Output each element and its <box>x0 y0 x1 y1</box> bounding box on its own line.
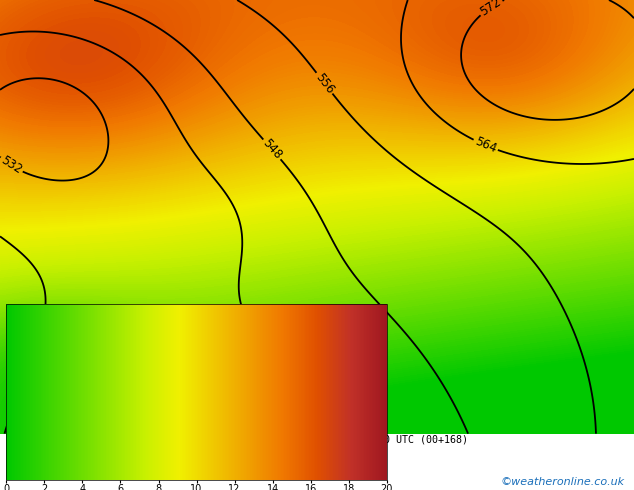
Text: 532: 532 <box>0 154 24 177</box>
Text: 540: 540 <box>17 356 37 381</box>
Text: 548: 548 <box>260 137 284 162</box>
Text: 556: 556 <box>313 71 337 96</box>
Text: 532: 532 <box>202 404 227 428</box>
Text: 564: 564 <box>473 135 498 156</box>
Text: Height 500 hPa Spread mean+σ [gpdm]  ECMWF   We 08-05-2024 00:00 UTC (00+168): Height 500 hPa Spread mean+σ [gpdm] ECMW… <box>6 435 469 445</box>
Text: 572: 572 <box>478 0 504 19</box>
Text: 540: 540 <box>303 384 328 408</box>
Text: ©weatheronline.co.uk: ©weatheronline.co.uk <box>500 477 624 487</box>
